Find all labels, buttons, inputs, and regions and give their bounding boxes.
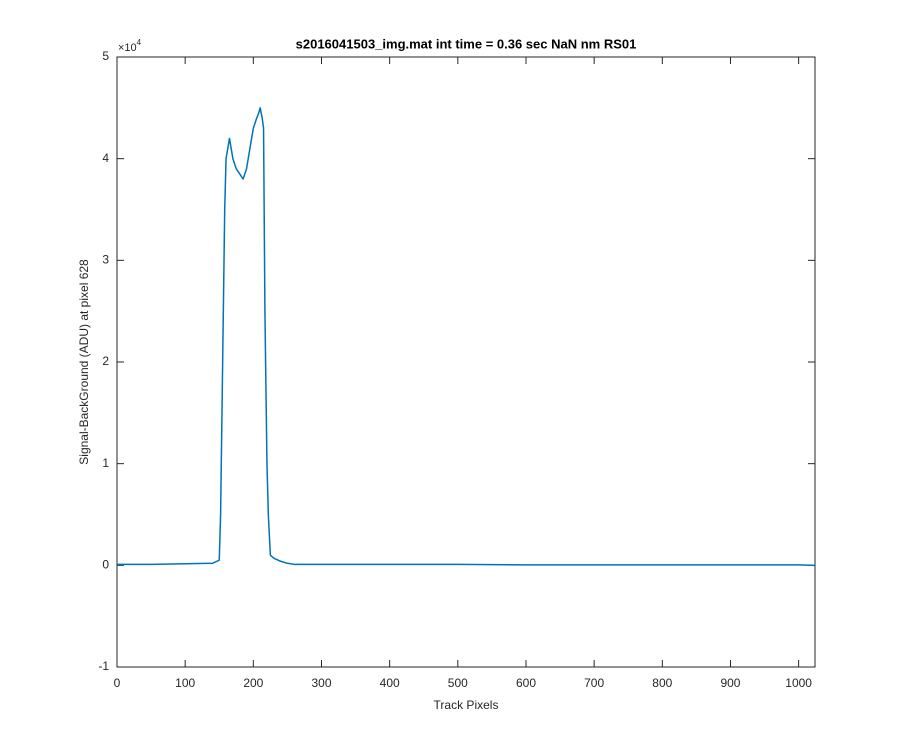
x-tick-label: 800	[652, 676, 672, 690]
y-multiplier-exponent: 4	[137, 38, 142, 47]
x-tick-label: 200	[243, 676, 263, 690]
x-axis-label: Track Pixels	[434, 698, 499, 712]
y-multiplier-base: ×10	[118, 42, 137, 54]
data-line	[117, 107, 816, 567]
x-tick-label: 100	[175, 676, 195, 690]
x-tick-label: 500	[448, 676, 468, 690]
y-axis-label: Signal-BackGround (ADU) at pixel 628	[77, 259, 91, 465]
y-tick-label: -1	[98, 659, 109, 673]
x-tick-label: 1000	[785, 676, 812, 690]
x-tick-label: 400	[380, 676, 400, 690]
y-tick-label: 2	[102, 354, 109, 368]
plot-box	[116, 56, 816, 668]
y-tick-label: 0	[102, 558, 109, 572]
x-tick-label: 300	[311, 676, 331, 690]
y-multiplier: ×104	[118, 38, 142, 54]
x-tick-label: 900	[720, 676, 740, 690]
chart-title: s2016041503_img.mat int time = 0.36 sec …	[296, 36, 637, 51]
y-tick-label: 1	[102, 456, 109, 470]
y-tick-label: 3	[102, 253, 109, 267]
y-tick-label: 4	[102, 151, 109, 165]
x-tick-label: 700	[584, 676, 604, 690]
x-tick-label: 0	[114, 676, 121, 690]
y-tick-label: 5	[102, 49, 109, 63]
x-tick-label: 600	[516, 676, 536, 690]
